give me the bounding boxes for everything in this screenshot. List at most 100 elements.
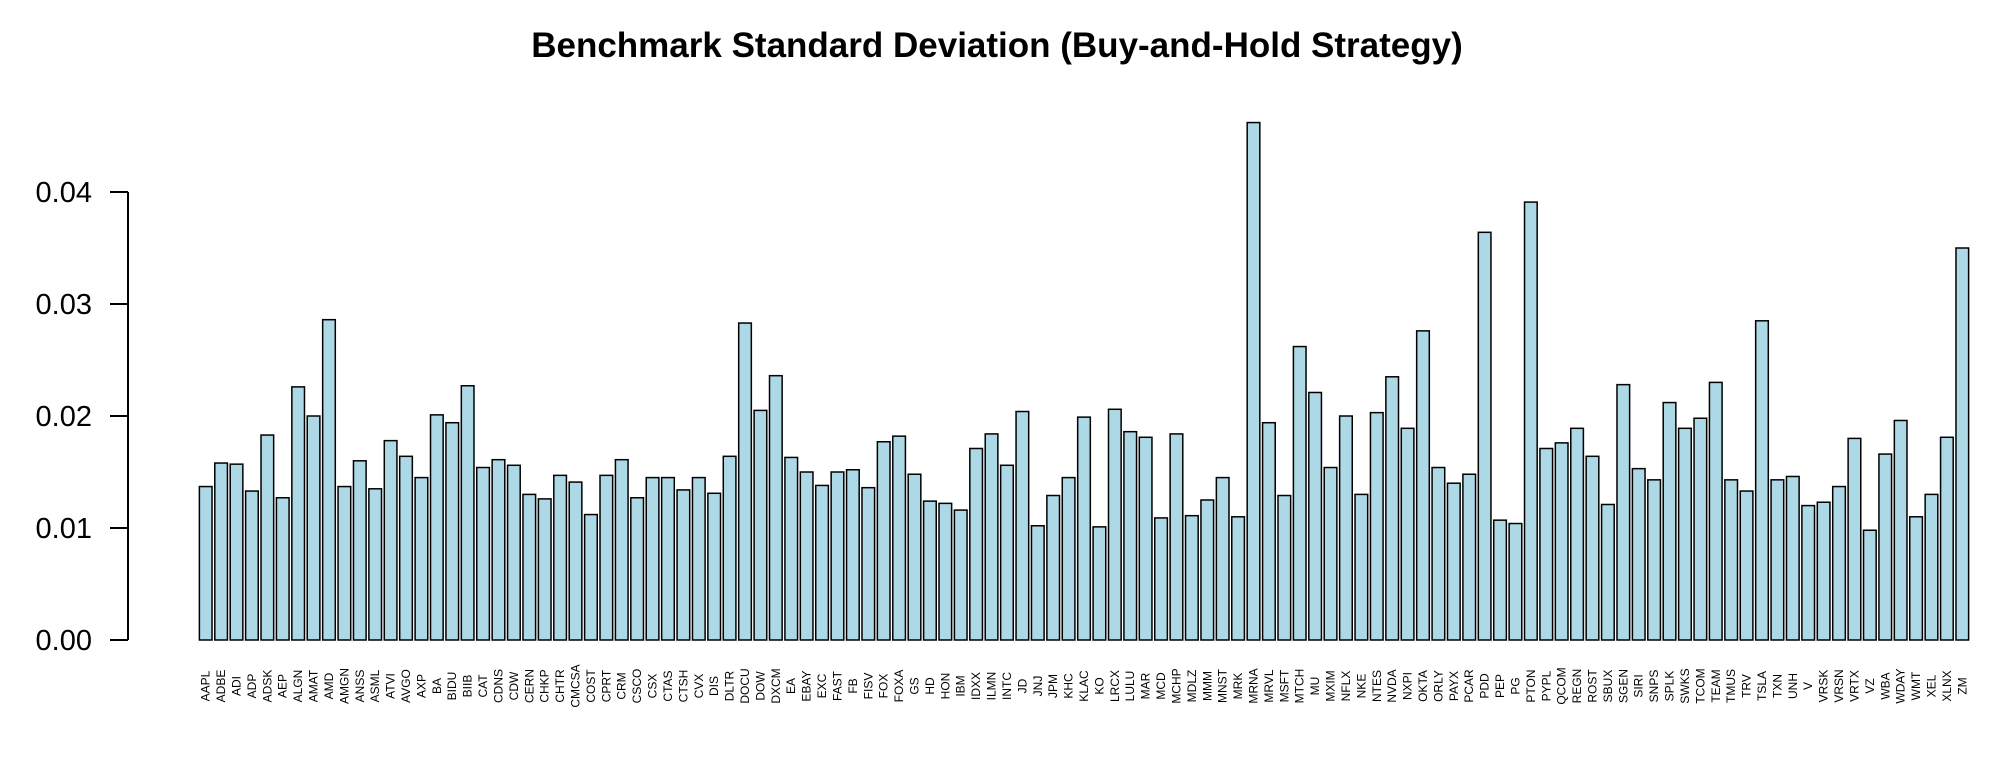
bar-nke (1354, 493, 1369, 641)
x-tick-label: ATVI (384, 673, 398, 699)
bar-xel (1924, 493, 1939, 641)
x-tick-label: TXN (1770, 674, 1784, 698)
x-tick-label: FISV (861, 673, 875, 700)
x-tick-label: HON (938, 673, 952, 700)
x-tick-label: XLNX (1940, 670, 1954, 701)
x-tick-label: PEP (1493, 674, 1507, 698)
x-tick-label: LRCX (1108, 670, 1122, 702)
x-tick-label: CDW (507, 671, 521, 700)
y-tick-label: 0.00 (36, 625, 92, 657)
x-tick-label: FB (846, 678, 860, 693)
x-tick-label: AMAT (307, 669, 321, 702)
x-tick-label: LULU (1123, 671, 1137, 702)
bar-unh (1785, 475, 1800, 641)
x-tick-label: JNJ (1031, 676, 1045, 697)
x-tick-label: OKTA (1416, 670, 1430, 702)
bar-splk (1662, 401, 1677, 641)
bar-payx (1446, 482, 1461, 641)
bar-ba (429, 414, 444, 641)
bar-zm (1955, 247, 1970, 641)
x-tick-label: CTSH (676, 670, 690, 703)
bar-adi (229, 463, 244, 641)
bar-crm (614, 458, 629, 641)
x-tick-label: DIS (707, 676, 721, 696)
x-tick-label: MRVL (1262, 669, 1276, 702)
x-tick-label: AXP (414, 674, 428, 698)
bar-ebay (799, 471, 814, 641)
x-tick-label: AMD (322, 672, 336, 699)
x-tick-label: FOXA (892, 670, 906, 703)
bar-idxx (969, 447, 984, 641)
bar-fox (876, 441, 891, 641)
x-tick-label: AAPL (199, 670, 213, 701)
x-tick-label: WDAY (1894, 668, 1908, 703)
bar-pdd (1477, 231, 1492, 641)
x-tick-label: NFLX (1339, 671, 1353, 702)
bar-bidu (445, 421, 460, 641)
bar-jpm (1046, 494, 1061, 641)
x-tick-label: IDXX (969, 672, 983, 700)
bar-tcom (1693, 417, 1708, 641)
x-axis-labels: AAPL ADBE ADI ADP ADSK AEP ALGN AMAT AMD AMGN ANSS… (199, 664, 1970, 707)
x-tick-label: MU (1308, 677, 1322, 696)
bar-mdlz (1184, 514, 1199, 641)
x-tick-label: JD (1015, 678, 1029, 693)
x-tick-label: IBM (954, 675, 968, 696)
x-tick-label: TCOM (1693, 668, 1707, 703)
x-tick-label: CPRT (599, 669, 613, 702)
x-tick-label: CSX (646, 674, 660, 699)
bar-csco (630, 497, 645, 641)
bar-ntes (1369, 411, 1384, 641)
x-tick-label: TMUS (1724, 669, 1738, 703)
x-tick-label: KHC (1062, 673, 1076, 699)
x-tick-label: BIDU (445, 672, 459, 701)
bar-vrtx (1847, 437, 1862, 641)
x-tick-label: MCD (1154, 672, 1168, 700)
bar-intc (999, 464, 1015, 641)
bar-ctsh (676, 489, 691, 641)
bar-jd (1015, 410, 1030, 641)
bar-ko (1092, 526, 1107, 641)
x-tick-label: GS (908, 677, 922, 694)
x-tick-label: KLAC (1077, 670, 1091, 702)
x-tick-label: SNPS (1647, 670, 1661, 703)
bar-mu (1308, 391, 1323, 641)
x-tick-label: V (1801, 682, 1815, 690)
x-tick-label: ORLY (1431, 670, 1445, 702)
bar-pypl (1539, 447, 1554, 641)
bar-wday (1893, 419, 1908, 641)
x-tick-label: WBA (1878, 672, 1892, 699)
x-tick-label: CMCSA (569, 664, 583, 707)
x-tick-label: KO (1092, 677, 1106, 694)
bar-lrcx (1107, 408, 1122, 641)
y-tick-label: 0.01 (36, 513, 92, 545)
bar-adp (244, 490, 260, 641)
x-tick-label: ADI (230, 676, 244, 696)
x-tick-label: UNH (1786, 673, 1800, 699)
bar-axp (414, 476, 429, 641)
x-tick-label: CTAS (661, 670, 675, 701)
x-tick-label: SWKS (1678, 668, 1692, 703)
bar-vrsn (1831, 485, 1847, 641)
bar-mrvl (1261, 421, 1276, 641)
bar-amat (306, 415, 321, 641)
bar-wba (1878, 453, 1893, 641)
bar-mrna (1246, 121, 1261, 641)
bar-asml (368, 488, 383, 641)
bar-fb (845, 469, 860, 641)
x-tick-label: SIRI (1632, 674, 1646, 697)
bar-ilmn (984, 433, 999, 641)
bar-dis (707, 492, 722, 641)
bar-amd (321, 318, 337, 641)
x-tick-label: CHKP (538, 669, 552, 702)
bar-sgen (1616, 383, 1631, 641)
y-axis: 0.00 0.01 0.02 0.03 0.04 (36, 177, 129, 657)
bar-dow (753, 409, 768, 641)
x-tick-label: PDD (1478, 673, 1492, 699)
x-tick-label: DOW (753, 671, 767, 701)
x-tick-label: NTES (1370, 670, 1384, 702)
bar-mrk (1231, 516, 1246, 641)
x-tick-label: NKE (1354, 674, 1368, 699)
x-tick-label: XEL (1924, 674, 1938, 697)
